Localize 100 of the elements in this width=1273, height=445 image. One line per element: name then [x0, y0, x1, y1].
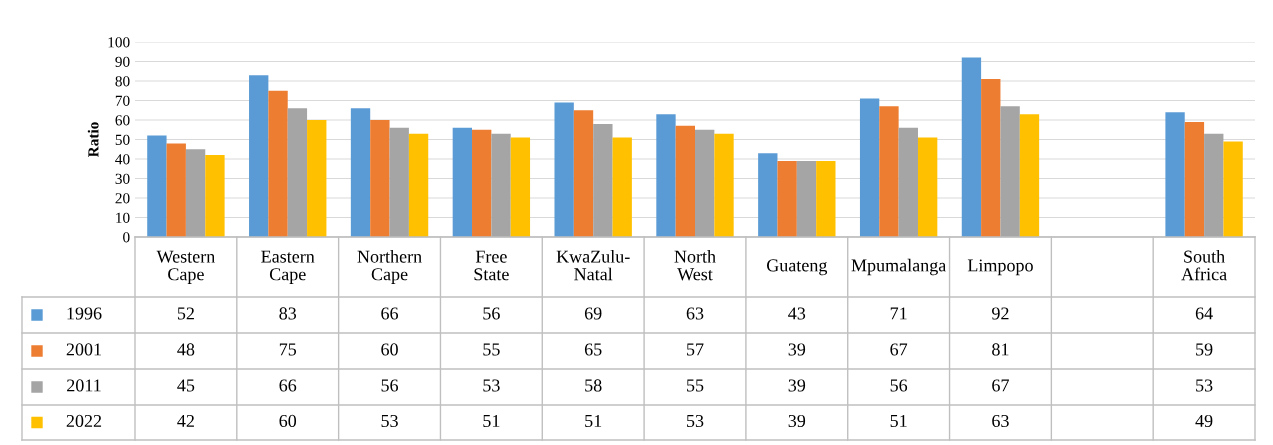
data-label: 60	[279, 414, 297, 428]
data-label: 56	[890, 379, 908, 392]
bar	[147, 135, 167, 237]
bar	[593, 123, 613, 237]
legend-label: 2022	[66, 414, 102, 428]
bar	[777, 160, 797, 237]
y-tick-label: 90	[115, 56, 130, 67]
data-label: 69	[584, 307, 602, 320]
bar	[961, 57, 982, 237]
data-label: 58	[585, 379, 602, 392]
bar	[268, 90, 288, 237]
data-label: 71	[890, 307, 907, 320]
y-tick-label: 0	[123, 232, 130, 243]
bar	[714, 133, 734, 237]
y-tick-label: 70	[115, 95, 130, 106]
data-label: 81	[992, 343, 1009, 356]
bar	[1223, 141, 1243, 237]
bar	[287, 108, 308, 237]
bar	[472, 129, 492, 237]
y-tick-label: 10	[116, 212, 130, 223]
data-label: 53	[483, 379, 500, 392]
bar	[573, 110, 594, 237]
bar	[370, 120, 390, 237]
bar	[758, 153, 778, 237]
data-label: 53	[381, 414, 398, 428]
bar	[307, 120, 327, 237]
bar	[816, 160, 836, 237]
x-tick-label: Mpumalanga	[851, 258, 947, 276]
data-label: 56	[483, 307, 500, 320]
data-label: 60	[381, 343, 398, 356]
data-label: 56	[381, 379, 399, 392]
data-label: 67	[890, 343, 908, 356]
data-label: 65	[584, 343, 602, 356]
y-tick-label: 50	[115, 134, 130, 145]
y-tick-label: 30	[115, 173, 130, 184]
bar	[859, 98, 880, 237]
bar	[1165, 112, 1185, 237]
x-tick-label: Guateng	[766, 259, 828, 276]
x-tick-label: South Africa	[1181, 250, 1227, 281]
data-label: 75	[279, 343, 297, 356]
data-label: 59	[1196, 343, 1213, 356]
bar	[554, 102, 574, 237]
x-tick-label: Free State	[474, 250, 509, 281]
bar	[917, 137, 938, 237]
bar	[408, 133, 429, 237]
bar	[185, 149, 206, 237]
data-label: 42	[177, 414, 194, 427]
data-label: 63	[686, 307, 704, 320]
data-label: 43	[788, 307, 806, 320]
data-label: 45	[177, 379, 195, 392]
data-label: 55	[483, 343, 500, 356]
bar	[981, 79, 1001, 237]
bar	[249, 75, 269, 237]
bar	[612, 137, 632, 237]
x-tick-label: Limpopo	[967, 259, 1033, 276]
data-label: 53	[1196, 379, 1213, 392]
bar	[205, 155, 225, 237]
y-axis-title: Ratio	[87, 122, 99, 158]
data-label: 55	[687, 379, 704, 392]
y-tick-label: 80	[115, 76, 130, 87]
data-label: 53	[687, 414, 704, 428]
data-label: 63	[992, 414, 1009, 428]
data-label: 39	[788, 379, 806, 392]
data-label: 66	[381, 307, 399, 320]
data-label: 52	[177, 307, 194, 320]
bar	[1184, 121, 1205, 237]
bar	[350, 108, 371, 237]
data-label: 39	[788, 414, 806, 428]
legend-label: 2011	[67, 379, 101, 392]
x-tick-label: KwaZulu-Natal	[556, 250, 630, 281]
data-label: 48	[177, 343, 195, 356]
data-label: 51	[890, 414, 907, 428]
data-label: 51	[483, 414, 500, 428]
data-label: 92	[992, 307, 1009, 320]
data-label: 64	[1195, 307, 1213, 320]
bar	[1019, 114, 1040, 237]
data-label: 49	[1195, 414, 1213, 428]
bar	[491, 133, 511, 237]
bar	[1000, 106, 1020, 237]
x-tick-label: Eastern Cape	[261, 250, 315, 284]
data-label: 57	[687, 343, 704, 356]
bar	[695, 129, 715, 237]
data-label: 39	[788, 343, 806, 356]
bar	[166, 143, 186, 237]
bar	[675, 125, 695, 237]
bar	[796, 160, 817, 237]
x-tick-label: North West	[674, 250, 716, 281]
data-label: 83	[279, 307, 297, 320]
x-tick-label: Western Cape	[156, 250, 215, 284]
x-tick-label: Northern Cape	[357, 250, 422, 284]
legend-label: 2001	[66, 343, 101, 356]
y-tick-label: 20	[115, 193, 130, 204]
data-label: 66	[279, 379, 297, 392]
y-tick-label: 100	[108, 37, 130, 48]
bar	[898, 127, 918, 237]
bar	[452, 127, 473, 237]
bar	[1204, 133, 1224, 237]
data-label: 67	[992, 379, 1009, 392]
bar	[656, 114, 676, 237]
data-label: 51	[585, 414, 602, 428]
